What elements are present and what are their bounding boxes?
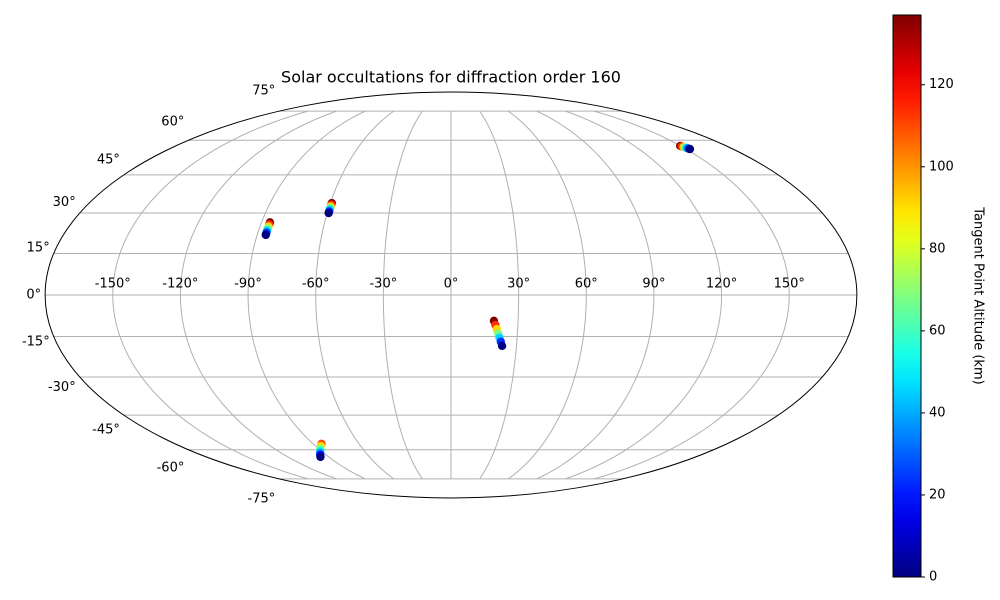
grid-line	[315, 110, 395, 480]
grid-line	[179, 110, 337, 480]
y-tick-label: -30°	[48, 380, 76, 395]
grid-line	[593, 110, 790, 480]
y-tick-label: -45°	[92, 422, 120, 437]
grid-line	[507, 110, 587, 480]
colorbar-label: Tangent Point Altitude (km)	[971, 206, 986, 384]
grid-line	[382, 110, 423, 480]
grid-line	[479, 110, 520, 480]
data-point	[324, 208, 333, 218]
colorbar	[892, 14, 922, 578]
colorbar-tick-label: 0	[929, 570, 937, 585]
x-tick-label: -90°	[234, 277, 262, 292]
x-tick-label: 30°	[507, 277, 530, 292]
x-tick-label: -30°	[369, 277, 397, 292]
grid-line	[112, 110, 309, 480]
x-tick-label: 150°	[774, 277, 805, 292]
y-tick-label: 0°	[26, 288, 41, 303]
colorbar-tick-label: 20	[929, 487, 946, 502]
colorbar-tick-label: 80	[929, 241, 946, 256]
y-tick-label: 30°	[53, 195, 76, 210]
grid-line	[565, 110, 723, 480]
y-tick-label: 60°	[161, 115, 184, 130]
data-point	[685, 144, 695, 154]
colorbar-tick-label: 120	[929, 77, 954, 92]
y-tick-label: -75°	[248, 492, 276, 507]
x-tick-label: -60°	[302, 277, 330, 292]
x-tick-label: -150°	[95, 277, 131, 292]
x-tick-label: 90°	[642, 277, 665, 292]
map-boundary	[44, 91, 858, 499]
x-tick-label: 120°	[706, 277, 737, 292]
x-tick-label: 0°	[444, 277, 459, 292]
grid-line	[247, 110, 366, 480]
y-tick-label: -60°	[157, 460, 185, 475]
data-point	[261, 230, 270, 240]
colorbar-tick-label: 60	[929, 323, 946, 338]
data-point	[316, 452, 325, 462]
chart-title: Solar occultations for diffraction order…	[281, 68, 621, 87]
y-tick-label: -15°	[22, 334, 50, 349]
x-tick-label: 60°	[575, 277, 598, 292]
x-tick-label: -120°	[162, 277, 198, 292]
colorbar-tick-label: 40	[929, 405, 946, 420]
colorbar-tick-label: 100	[929, 159, 954, 174]
data-point	[497, 341, 507, 351]
grid-line	[536, 110, 655, 480]
y-tick-label: 15°	[27, 241, 50, 256]
y-tick-label: 75°	[252, 83, 275, 98]
y-tick-label: 45°	[97, 153, 120, 168]
